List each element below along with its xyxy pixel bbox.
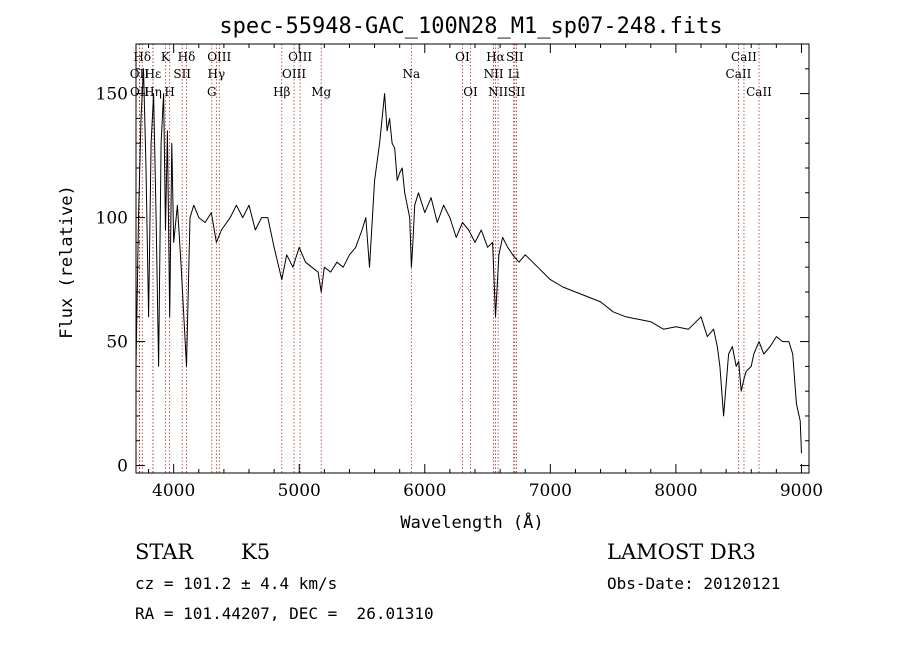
spectrum-line [135,68,802,454]
x-tick-label-0: 4000 [152,481,195,501]
coordinates: RA = 101.44207, DEC = 26.01310 [135,604,434,623]
marker-label-4: Hη [144,85,162,99]
marker-label-15: Mg [311,85,331,99]
x-axis: 4000 5000 6000 7000 8000 9000 [148,44,823,501]
y-axis-label: Flux (relative) [57,185,77,339]
marker-label-26: CaII [726,67,752,81]
line-markers [138,44,760,473]
marker-label-8: Hδ [178,50,196,64]
object-class: STAR [135,540,194,564]
x-tick-label-5: 9000 [780,481,823,501]
obs-date: Obs-Date: 20120121 [607,574,781,593]
marker-label-17: OI [455,50,470,64]
x-tick-label-2: 6000 [403,481,446,501]
survey-name: LAMOST DR3 [607,540,756,564]
y-axis: 0 50 100 150 [96,68,809,477]
plot-frame [135,43,810,474]
x-tick-label-4: 8000 [654,481,697,501]
y-tick-label-0: 0 [117,457,128,477]
marker-label-22: SII [506,50,524,64]
marker-label-0: Hδ [133,50,151,64]
marker-label-20: NII [484,67,504,81]
marker-label-1: OII [130,67,150,81]
marker-label-25: CaII [731,50,757,64]
marker-label-7: SII [173,67,191,81]
marker-label-18: OI [463,85,478,99]
marker-label-3: Hε [145,67,162,81]
marker-label-6: H [164,85,174,99]
marker-label-14: OIII [282,67,306,81]
y-tick-label-2: 100 [96,209,128,229]
marker-label-23: Li [508,67,520,81]
x-tick-label-1: 5000 [278,481,321,501]
marker-label-10: Hγ [208,67,226,81]
marker-label-27: CaII [746,85,772,99]
marker-label-9: OIII [207,50,231,64]
x-tick-label-3: 7000 [529,481,572,501]
marker-label-24: SII [508,85,526,99]
object-subclass: K5 [241,540,271,564]
marker-label-5: K [161,50,171,64]
marker-label-19: Hα [486,50,505,64]
y-tick-label-3: 150 [96,85,128,105]
redshift-info: cz = 101.2 ± 4.4 km/s [135,574,338,593]
marker-label-11: G [207,85,217,99]
chart-title: spec-55948-GAC_100N28_M1_sp07-248.fits [219,14,722,39]
marker-label-16: Na [403,67,421,81]
x-axis-label: Wavelength (Å) [400,511,543,533]
marker-label-12: Hβ [273,85,290,99]
marker-label-13: OIII [288,50,312,64]
y-tick-label-1: 50 [106,333,128,353]
marker-label-21: NII [488,85,508,99]
